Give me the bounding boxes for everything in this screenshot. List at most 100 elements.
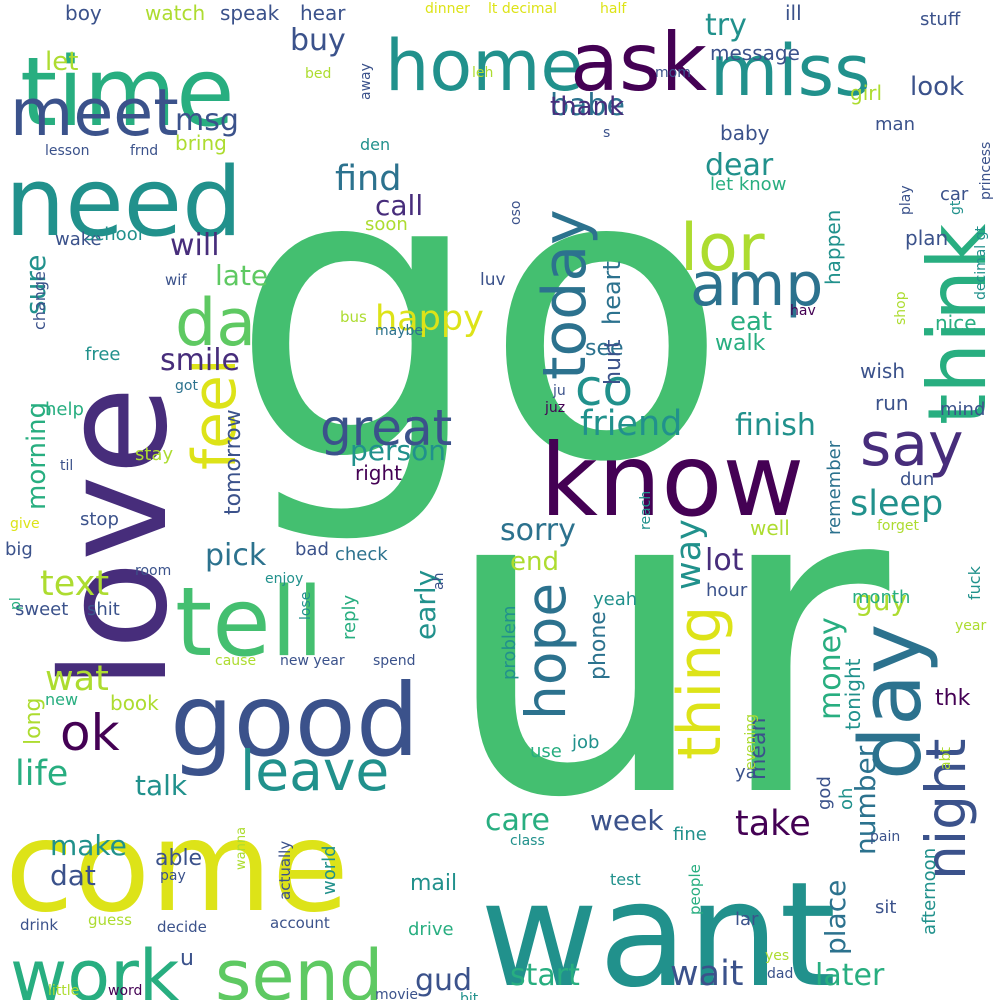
cloud-word-boy: boy — [65, 1, 102, 25]
cloud-word-text: text — [40, 564, 109, 604]
cloud-word-den: den — [360, 135, 390, 154]
cloud-word-pl: pl — [8, 597, 24, 610]
cloud-word-hope: hope — [514, 583, 578, 720]
cloud-word-dat: dat — [50, 859, 96, 892]
cloud-word-year: year — [955, 618, 986, 634]
cloud-word-pick: pick — [205, 538, 267, 573]
cloud-word-car: car — [940, 184, 969, 205]
cloud-word-start: start — [510, 958, 580, 993]
cloud-word-class: class — [510, 833, 545, 849]
cloud-word-actually: actually — [276, 841, 294, 900]
cloud-word-half: half — [600, 1, 627, 17]
cloud-word-walk: walk — [715, 331, 766, 356]
cloud-word-mail: mail — [410, 871, 457, 896]
cloud-word-ok: ok — [60, 704, 120, 762]
cloud-word-stuff: stuff — [920, 9, 961, 30]
cloud-word-leave: leave — [240, 739, 389, 803]
cloud-word-remember: remember — [824, 440, 845, 535]
cloud-word-decimal-gt: decimal gt — [973, 225, 989, 300]
cloud-word-lt-decimal: lt decimal — [488, 1, 557, 17]
cloud-word-bad: bad — [295, 539, 329, 560]
cloud-word-heart: heart — [598, 261, 626, 325]
cloud-word-hurt: hurt — [601, 339, 626, 385]
cloud-word-bit: bit — [460, 991, 479, 1000]
cloud-word-let: let — [45, 47, 78, 77]
cloud-word-soon: soon — [365, 214, 408, 235]
cloud-word-wanna: wanna — [234, 827, 249, 870]
cloud-word-yeah: yeah — [593, 589, 637, 610]
cloud-word-test: test — [610, 870, 641, 889]
cloud-word-bring: bring — [175, 131, 227, 155]
cloud-word-check: check — [335, 544, 388, 565]
cloud-word-friend: friend — [580, 404, 682, 444]
cloud-word-gt: gt — [948, 200, 964, 215]
cloud-word-job: job — [571, 732, 599, 753]
cloud-word-long: long — [21, 698, 46, 745]
cloud-word-month: month — [852, 587, 910, 608]
cloud-word-wish: wish — [860, 359, 905, 383]
cloud-word-will: will — [170, 228, 220, 263]
cloud-word-meet: meet — [10, 76, 179, 151]
cloud-word-sure: sure — [19, 255, 52, 315]
cloud-word-come: come — [5, 795, 349, 940]
cloud-word-night: night — [914, 739, 978, 880]
cloud-word-today: today — [530, 209, 600, 380]
cloud-word-room: room — [135, 563, 171, 579]
cloud-word-lesson: lesson — [45, 143, 90, 159]
cloud-word-evening: evening — [743, 714, 759, 770]
cloud-word-thing: thing — [665, 606, 735, 760]
cloud-word-reach: reach — [638, 491, 654, 530]
cloud-word-time: time — [20, 38, 235, 148]
cloud-word-pay: pay — [160, 868, 186, 884]
cloud-word-stay: stay — [135, 444, 173, 465]
cloud-word-miss: miss — [710, 30, 871, 112]
cloud-word-stop: stop — [80, 509, 119, 530]
cloud-word-guy: guy — [855, 584, 907, 617]
cloud-word-juz: juz — [544, 400, 565, 416]
cloud-word-lose: lose — [298, 592, 314, 620]
cloud-word-speak: speak — [220, 1, 280, 25]
cloud-word-afternoon: afternoon — [919, 848, 940, 935]
cloud-word-end: end — [510, 547, 559, 577]
cloud-word-make: make — [50, 829, 127, 862]
cloud-word-baby: baby — [720, 121, 770, 145]
cloud-word-plan: plan — [905, 226, 948, 250]
cloud-word-fine: fine — [673, 824, 707, 845]
cloud-word-mean: mean — [746, 718, 771, 780]
cloud-word-amp: amp — [690, 250, 823, 320]
cloud-word-lot: lot — [705, 543, 744, 578]
cloud-word-world: world — [319, 845, 340, 895]
cloud-word-happy: happy — [375, 299, 484, 339]
cloud-word-bus: bus — [340, 308, 367, 326]
cloud-word-little: little — [48, 983, 79, 999]
cloud-word-babe: babe — [550, 88, 625, 123]
cloud-word-shit: shit — [87, 599, 120, 620]
cloud-word-reply: reply — [339, 594, 360, 640]
cloud-word-help: help — [45, 399, 84, 420]
cloud-word-new: new — [45, 690, 78, 709]
cloud-word-place: place — [819, 880, 852, 955]
cloud-word-frnd: frnd — [130, 143, 158, 159]
cloud-word-cause: cause — [215, 653, 256, 669]
cloud-word-change: change — [30, 271, 49, 330]
cloud-word-look: look — [910, 72, 964, 102]
cloud-word-problem: problem — [499, 606, 520, 680]
cloud-word-ur: ur — [440, 392, 894, 892]
cloud-word-new-year: new year — [280, 653, 345, 669]
cloud-word-dad: dad — [767, 966, 793, 982]
cloud-word-talk: talk — [135, 769, 188, 802]
cloud-word-leh: leh — [472, 65, 493, 81]
cloud-word-lor: lor — [680, 211, 765, 286]
cloud-word-oh: oh — [836, 788, 857, 810]
cloud-word-tomorrow: tomorrow — [221, 409, 246, 515]
cloud-word-people: people — [686, 864, 704, 915]
cloud-word-send: send — [215, 935, 383, 1000]
cloud-word-wake: wake — [55, 229, 102, 250]
cloud-word-princess: princess — [978, 142, 994, 200]
cloud-word-til: til — [60, 458, 73, 474]
cloud-word-luv: luv — [480, 270, 506, 290]
cloud-word-find: find — [335, 159, 401, 199]
cloud-word-phone: phone — [586, 611, 611, 680]
cloud-word-eat: eat — [730, 307, 772, 337]
cloud-word-let-know: let know — [710, 174, 786, 195]
